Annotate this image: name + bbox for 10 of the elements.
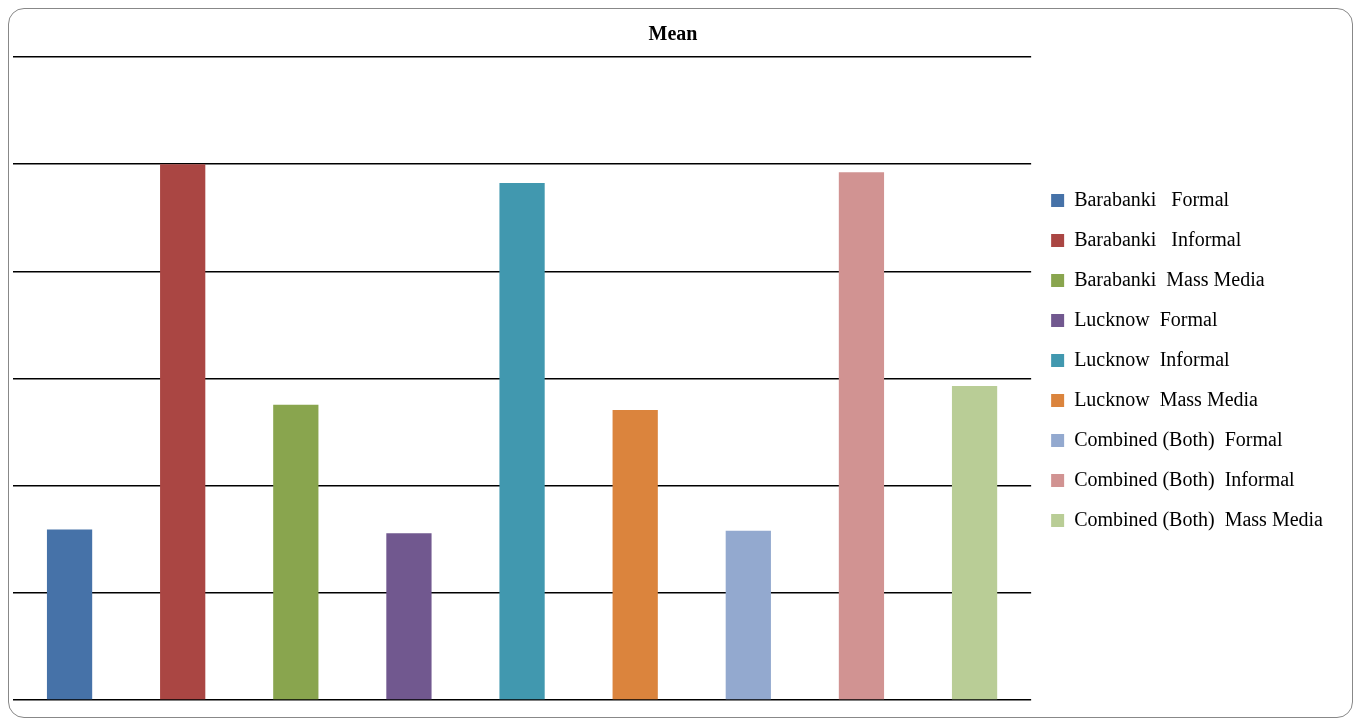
- chart-title: Mean: [648, 22, 698, 45]
- legend-label: Lucknow Formal: [1074, 307, 1218, 330]
- legend-label: Combined (Both) Informal: [1074, 467, 1296, 491]
- legend-label: Combined (Both) Formal: [1074, 427, 1283, 451]
- legend-label: Barabanki Mass Media: [1074, 267, 1265, 290]
- legend-label: Barabanki Informal: [1074, 227, 1242, 250]
- legend-label: Lucknow Mass Media: [1074, 387, 1259, 410]
- legend-label: Combined (Both) Mass Media: [1074, 507, 1324, 531]
- legend-label: Lucknow Informal: [1074, 347, 1231, 370]
- legend-label: Barabanki Formal: [1074, 187, 1230, 210]
